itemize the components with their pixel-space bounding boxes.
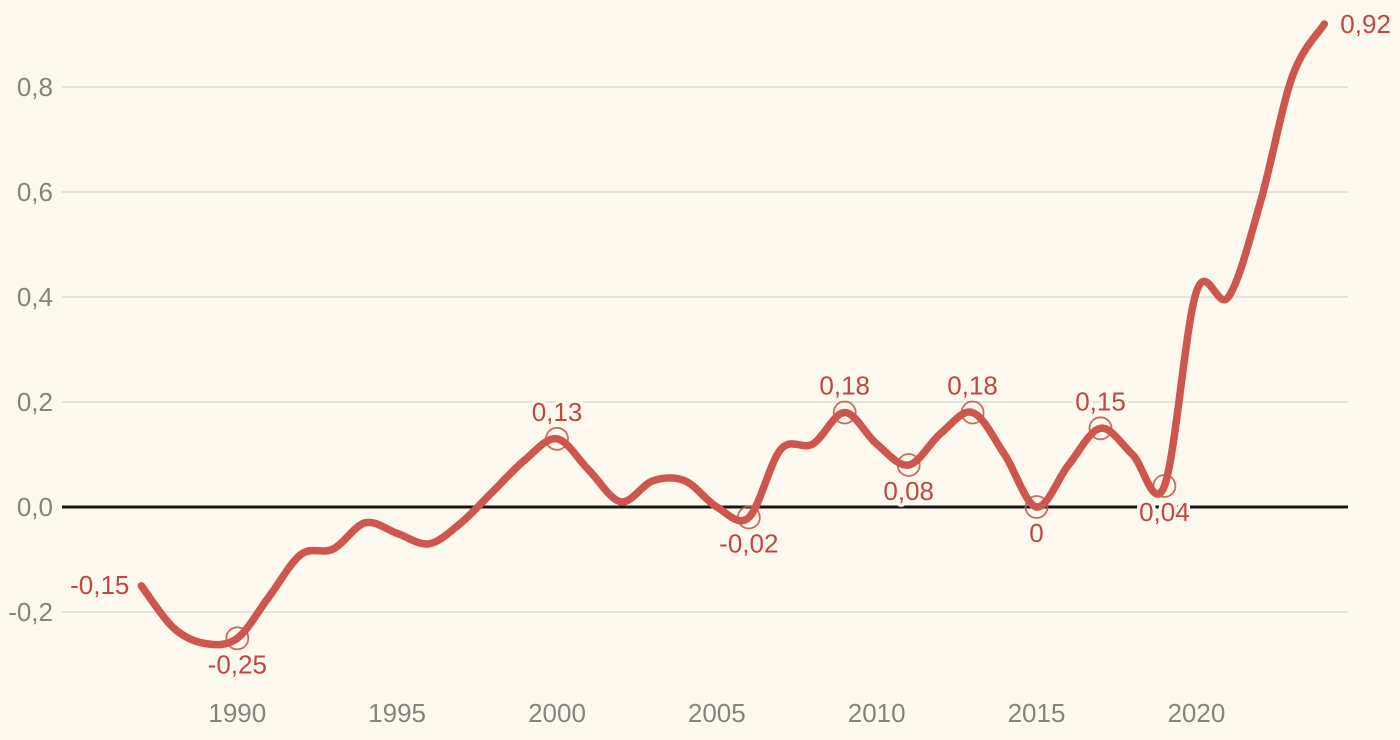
point-label: -0,25	[208, 649, 267, 679]
point-marker	[960, 400, 985, 425]
x-tick-label: 2000	[528, 698, 586, 728]
y-tick-label: 0,0	[17, 492, 53, 522]
point-marker	[1152, 474, 1177, 498]
x-tick-label: 2010	[848, 698, 906, 728]
point-label: 0,15	[1075, 386, 1126, 416]
point-label: 0,18	[947, 371, 998, 401]
point-label: 0,04	[1139, 497, 1190, 527]
point-label: 0	[1029, 518, 1043, 548]
y-tick-label: 0,4	[17, 282, 53, 312]
y-tick-label: 0,6	[17, 177, 53, 207]
x-tick-label: 1995	[368, 698, 426, 728]
x-tick-label: 2015	[1008, 698, 1066, 728]
point-label: -0,02	[719, 529, 778, 559]
x-tick-label: 2005	[688, 698, 746, 728]
series-line	[137, 20, 1329, 649]
point-marker	[832, 400, 857, 425]
point-marker	[736, 505, 761, 530]
point-marker	[1024, 495, 1049, 519]
y-tick-label: -0,2	[8, 597, 53, 627]
point-marker	[545, 426, 569, 451]
x-tick-label: 1990	[208, 698, 266, 728]
point-marker	[225, 626, 250, 651]
point-label: 0,08	[883, 476, 934, 506]
point-marker	[1088, 416, 1113, 441]
y-tick-label: 0,2	[17, 387, 53, 417]
point-label: 0,13	[532, 397, 583, 427]
point-label: 0,92	[1340, 9, 1391, 39]
point-label: 0,18	[819, 371, 870, 401]
y-tick-label: 0,8	[17, 72, 53, 102]
point-marker	[896, 453, 921, 477]
x-tick-label: 2020	[1167, 698, 1225, 728]
point-label: -0,15	[70, 570, 129, 600]
